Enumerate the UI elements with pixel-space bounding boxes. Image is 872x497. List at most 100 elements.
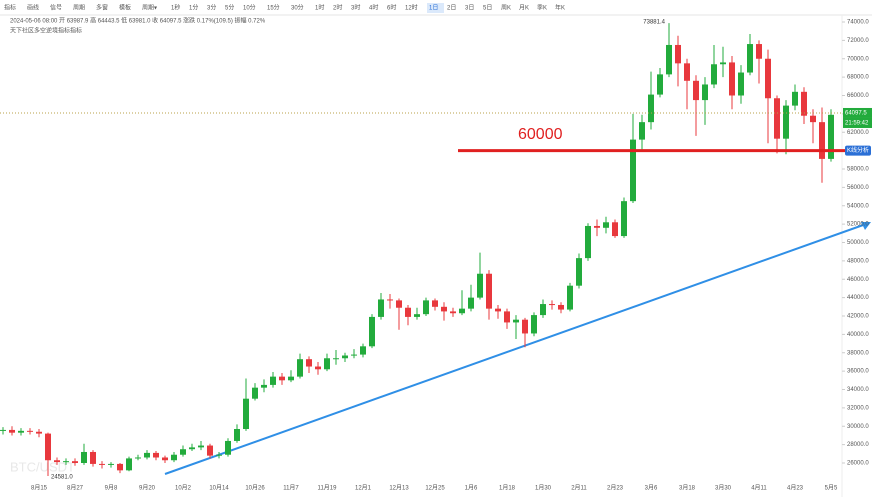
- candle-body: [45, 433, 51, 461]
- x-tick-label: 12月25: [425, 485, 445, 492]
- toolbar-item[interactable]: 5分: [225, 4, 234, 12]
- toolbar-item[interactable]: 1分: [189, 4, 198, 12]
- x-tick-label: 12月1: [355, 485, 372, 492]
- candle-body: [783, 105, 789, 139]
- y-tick-label: 72000.0: [847, 38, 869, 44]
- candle-body: [792, 91, 798, 106]
- min-label: 24581.0: [51, 475, 73, 481]
- toolbar-item[interactable]: 周期: [73, 4, 85, 12]
- x-tick-label: 9月20: [139, 485, 156, 492]
- candle-body: [207, 445, 213, 456]
- toolbar-item[interactable]: 5日: [483, 5, 492, 12]
- x-tick-label: 11月19: [318, 485, 338, 492]
- candle-body: [117, 463, 123, 471]
- candle-body: [819, 122, 825, 159]
- x-tick-label: 10月14: [209, 485, 229, 492]
- candle-body: [630, 139, 636, 202]
- candle-body: [288, 376, 294, 381]
- toolbar-item[interactable]: 指标: [4, 4, 16, 12]
- y-tick-label: 52000.0: [847, 222, 869, 228]
- y-tick-label: 36000.0: [847, 369, 869, 375]
- x-tick-label: 2月23: [607, 485, 624, 492]
- watermark: BTC/USDT: [10, 459, 75, 474]
- info-line: 2024-05-06 08:00 开 63987.9 高 64443.5 低 6…: [10, 17, 266, 25]
- candle-body: [162, 457, 168, 461]
- analysis-button[interactable]: [845, 145, 871, 156]
- analysis-button-label[interactable]: K线分析: [847, 146, 869, 154]
- candle-body: [36, 431, 42, 434]
- x-tick-label: 1月30: [535, 485, 552, 492]
- candle-body: [765, 58, 771, 99]
- toolbar-item[interactable]: 6时: [387, 4, 396, 12]
- candle-body: [702, 84, 708, 101]
- toolbar-item[interactable]: 模板: [119, 4, 131, 12]
- x-tick-label: 3月6: [645, 485, 658, 492]
- candle-body: [801, 91, 807, 116]
- candle-body: [135, 457, 141, 459]
- toolbar-item[interactable]: 10分: [243, 4, 256, 12]
- y-tick-label: 74000.0: [847, 20, 869, 26]
- toolbar-item[interactable]: 画线: [27, 4, 39, 12]
- indicator-line: 天下社区多空逆境指标指标: [10, 27, 82, 35]
- candle-body: [81, 451, 87, 463]
- candle-body: [108, 463, 114, 465]
- x-tick-label: 1月18: [499, 485, 516, 492]
- toolbar-item[interactable]: 年K: [555, 4, 565, 12]
- toolbar-item[interactable]: 4时: [369, 4, 378, 12]
- candle-body: [729, 62, 735, 96]
- candle-body: [657, 74, 663, 95]
- candle-body: [756, 44, 762, 59]
- candle-body: [414, 314, 420, 317]
- toolbar-item[interactable]: 2时: [333, 4, 342, 12]
- toolbar-item[interactable]: 月K: [519, 5, 529, 12]
- candle-body: [513, 319, 519, 323]
- candle-body: [612, 222, 618, 237]
- toolbar-item[interactable]: 周期▾: [142, 4, 157, 12]
- x-tick-label: 11月7: [283, 485, 299, 492]
- toolbar-item[interactable]: 1秒: [171, 4, 180, 12]
- toolbar-item[interactable]: 多窗: [96, 4, 108, 12]
- toolbar-item[interactable]: 3分: [207, 4, 216, 12]
- toolbar-item[interactable]: 1日: [429, 5, 438, 12]
- x-tick-label: 10月2: [175, 485, 192, 492]
- candle-body: [387, 299, 393, 301]
- candle-body: [648, 94, 654, 123]
- x-tick-label: 10月26: [245, 485, 265, 492]
- y-tick-label: 28000.0: [847, 442, 869, 448]
- candle-body: [189, 447, 195, 450]
- countdown-label: 21:59:42: [845, 121, 869, 127]
- candle-body: [531, 315, 537, 334]
- y-tick-label: 40000.0: [847, 332, 869, 338]
- candle-body: [351, 354, 357, 356]
- candle-body: [63, 461, 69, 463]
- toolbar-item[interactable]: 3日: [465, 5, 474, 12]
- candle-body: [684, 63, 690, 81]
- toolbar-item[interactable]: 15分: [267, 4, 280, 12]
- candle-body: [522, 319, 528, 334]
- candle-body: [243, 398, 249, 430]
- candle-body: [486, 273, 492, 309]
- toolbar-item[interactable]: 2日: [447, 5, 456, 12]
- candle-body: [693, 80, 699, 101]
- toolbar-item[interactable]: 30分: [291, 4, 304, 12]
- candle-body: [99, 463, 105, 465]
- candle-body: [810, 115, 816, 123]
- candle-body: [342, 355, 348, 359]
- candle-body: [324, 358, 330, 370]
- toolbar-item[interactable]: 信号: [50, 4, 62, 12]
- toolbar-item[interactable]: 3时: [351, 4, 360, 12]
- toolbar-item[interactable]: 周K: [501, 5, 511, 12]
- y-tick-label: 62000.0: [847, 130, 869, 136]
- toolbar-item[interactable]: 季K: [537, 4, 547, 12]
- candle-body: [369, 316, 375, 347]
- candle-body: [711, 64, 717, 85]
- candle-body: [828, 114, 834, 159]
- candle-body: [675, 44, 681, 64]
- x-tick-label: 4月11: [751, 485, 767, 492]
- candle-body: [153, 452, 159, 458]
- x-tick-label: 12月13: [389, 485, 409, 492]
- toolbar-item[interactable]: 1时: [315, 4, 324, 12]
- y-tick-label: 68000.0: [847, 75, 869, 81]
- toolbar-item[interactable]: 12时: [405, 4, 418, 12]
- y-tick-label: 42000.0: [847, 314, 869, 320]
